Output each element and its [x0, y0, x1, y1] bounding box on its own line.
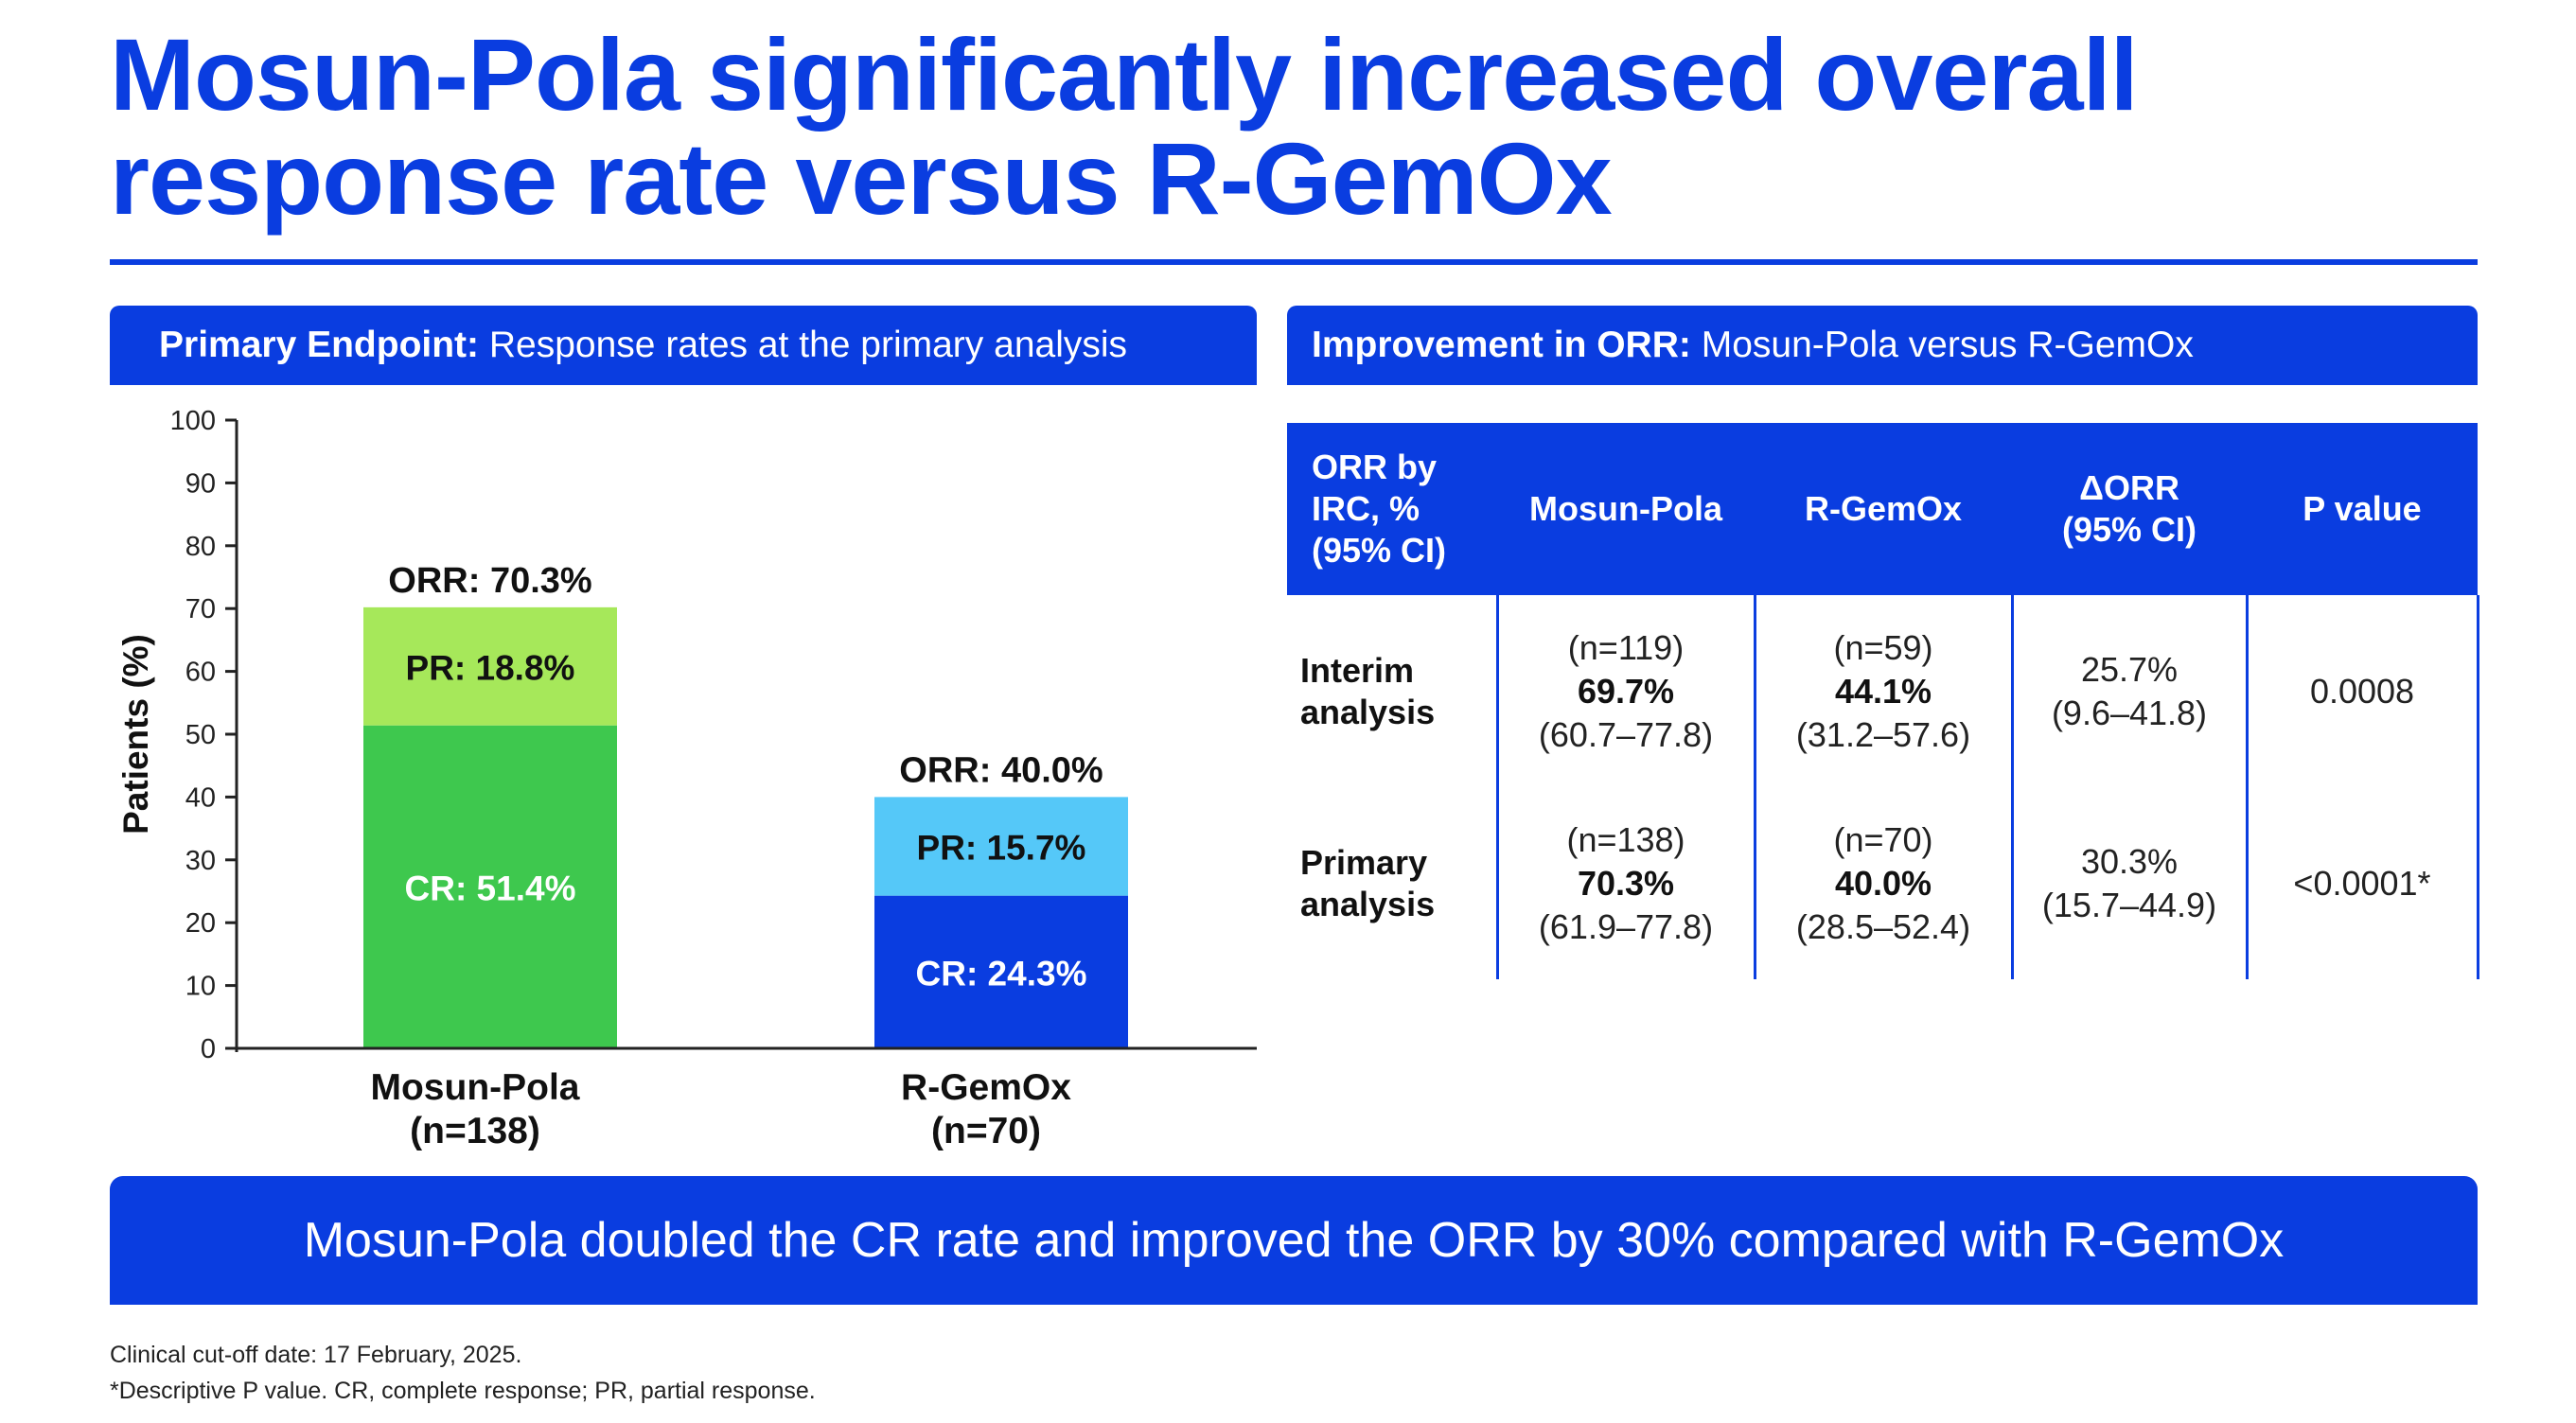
cell-primary-mosun: (n=138) 70.3% (61.9–77.8): [1495, 787, 1755, 979]
bar-pr-r-gemox: [874, 797, 1128, 896]
cell-primary-rgemox-n: (n=70): [1833, 819, 1933, 859]
y-axis-title: Patients (%): [116, 634, 155, 834]
y-tick-label-10: 10: [185, 972, 216, 1002]
header-orr-by-irc-line-2: IRC, %: [1312, 489, 1420, 528]
header-delta-orr-line-1: ΔORR: [2079, 468, 2179, 507]
pr-label-mosun-pola: PR: 18.8%: [406, 648, 575, 687]
y-tick-label-50: 50: [185, 720, 216, 750]
y-tick-label-70: 70: [185, 594, 216, 624]
footnote-cutoff: Clinical cut-off date: 17 February, 2025…: [110, 1342, 522, 1368]
y-tick-label-60: 60: [185, 658, 216, 688]
header-mosun-pola: Mosun-Pola: [1497, 423, 1755, 595]
orr-improvement-header-bold: Improvement in ORR:: [1312, 325, 1691, 365]
cell-primary-rgemox: (n=70) 40.0% (28.5–52.4): [1753, 787, 2012, 979]
y-tick-label-80: 80: [185, 532, 216, 562]
y-tick-label-40: 40: [185, 782, 216, 813]
slide-title-line-2: response rate versus R-GemOx: [110, 121, 1613, 236]
cr-label-mosun-pola: CR: 51.4%: [405, 869, 576, 907]
header-orr-by-irc-line-1: ORR by: [1312, 448, 1438, 486]
orr-label-mosun-pola: ORR: 70.3%: [388, 561, 591, 601]
key-takeaway-banner: Mosun-Pola doubled the CR rate and impro…: [110, 1176, 2478, 1305]
cell-interim-rgemox-n: (n=59): [1833, 627, 1933, 667]
title-divider: [110, 259, 2478, 265]
cell-primary-delta-value: 30.3%: [2080, 841, 2179, 881]
category-n-mosun-pola: (n=138): [410, 1111, 540, 1151]
cell-interim-mosun: (n=119) 69.7% (60.7–77.8): [1495, 595, 1755, 787]
row-label-interim-line-2: analysis: [1300, 692, 1436, 731]
cell-interim-mosun-n: (n=119): [1567, 627, 1685, 667]
row-label-primary-line-1: Primary: [1300, 842, 1428, 882]
cell-primary-delta: 30.3% (15.7–44.9): [2010, 787, 2247, 979]
cell-interim-rgemox-ci: (31.2–57.6): [1795, 714, 1971, 754]
slide-title: Mosun-Pola significantly increased overa…: [110, 23, 2476, 231]
header-r-gemox: R-GemOx: [1755, 423, 2012, 595]
orr-improvement-header-text: Mosun-Pola versus R-GemOx: [1690, 325, 2194, 365]
row-label-interim: Interim analysis: [1287, 595, 1497, 787]
cell-primary-p-value: <0.0001*: [2245, 787, 2479, 979]
cell-primary-mosun-n: (n=138): [1566, 819, 1685, 859]
footnote-abbreviations: *Descriptive P value. CR, complete respo…: [110, 1378, 816, 1404]
y-tick-label-30: 30: [185, 846, 216, 876]
response-rate-bar-chart: 0 10 20 30 40 50 60 70 80 90 100 Patients (%) CR: 51…: [116, 406, 1257, 1151]
cell-interim-mosun-value: 69.7%: [1577, 671, 1675, 711]
cell-primary-delta-ci: (15.7–44.9): [2041, 885, 2217, 924]
cell-primary-rgemox-ci: (28.5–52.4): [1795, 906, 1971, 946]
orr-comparison-table: ORR by IRC, % (95% CI) Mosun-Pola R-GemO…: [1287, 423, 2479, 979]
y-tick-label-90: 90: [185, 468, 216, 499]
orr-improvement-header: Improvement in ORR: Mosun-Pola versus R-…: [1287, 306, 2478, 385]
y-tick-label-100: 100: [170, 406, 216, 436]
primary-endpoint-header-text: Response rates at the primary analysis: [479, 325, 1128, 365]
category-n-r-gemox: (n=70): [931, 1111, 1041, 1151]
cell-interim-mosun-ci: (60.7–77.8): [1538, 714, 1714, 754]
row-label-primary-line-2: analysis: [1300, 884, 1436, 923]
cell-interim-rgemox: (n=59) 44.1% (31.2–57.6): [1753, 595, 2012, 787]
category-label-mosun-pola: Mosun-Pola: [371, 1067, 580, 1108]
table-row-interim: Interim analysis (n=119) 69.7% (60.7–77.…: [1287, 595, 2479, 787]
cell-primary-mosun-value: 70.3%: [1577, 863, 1675, 903]
bar-pr-mosun-pola: [363, 606, 617, 726]
cell-primary-mosun-ci: (61.9–77.8): [1538, 906, 1714, 946]
bar-cr-r-gemox: [874, 895, 1128, 1048]
header-delta-orr-line-2: (95% CI): [2061, 510, 2197, 549]
cell-interim-delta-ci: (9.6–41.8): [2051, 693, 2208, 732]
table-header-row: ORR by IRC, % (95% CI) Mosun-Pola R-GemO…: [1287, 423, 2478, 595]
header-orr-by-irc: ORR by IRC, % (95% CI): [1287, 423, 1497, 595]
slide-title-line-1: Mosun-Pola significantly increased overa…: [110, 17, 2139, 132]
y-tick-label-0: 0: [201, 1034, 216, 1064]
header-delta-orr: ΔORR (95% CI): [2012, 423, 2247, 595]
row-label-primary: Primary analysis: [1287, 787, 1497, 979]
cr-label-r-gemox: CR: 24.3%: [916, 954, 1087, 993]
cell-primary-rgemox-value: 40.0%: [1834, 863, 1932, 903]
orr-label-r-gemox: ORR: 40.0%: [899, 750, 1103, 790]
cell-interim-delta: 25.7% (9.6–41.8): [2010, 595, 2247, 787]
cell-interim-delta-value: 25.7%: [2080, 649, 2179, 689]
category-label-r-gemox: R-GemOx: [901, 1067, 1071, 1108]
pr-label-r-gemox: PR: 15.7%: [917, 829, 1086, 868]
bar-cr-mosun-pola: [363, 725, 617, 1048]
primary-endpoint-header-bold: Primary Endpoint:: [159, 325, 480, 365]
header-orr-by-irc-line-3: (95% CI): [1312, 531, 1447, 570]
y-tick-label-20: 20: [185, 908, 216, 939]
header-p-value: P value: [2247, 423, 2478, 595]
cell-interim-rgemox-value: 44.1%: [1834, 671, 1932, 711]
row-label-interim-line-1: Interim: [1300, 650, 1415, 690]
table-row-primary: Primary analysis (n=138) 70.3% (61.9–77.…: [1287, 787, 2479, 979]
primary-endpoint-header: Primary Endpoint: Response rates at the …: [110, 306, 1257, 385]
cell-interim-p-value: 0.0008: [2245, 595, 2479, 787]
